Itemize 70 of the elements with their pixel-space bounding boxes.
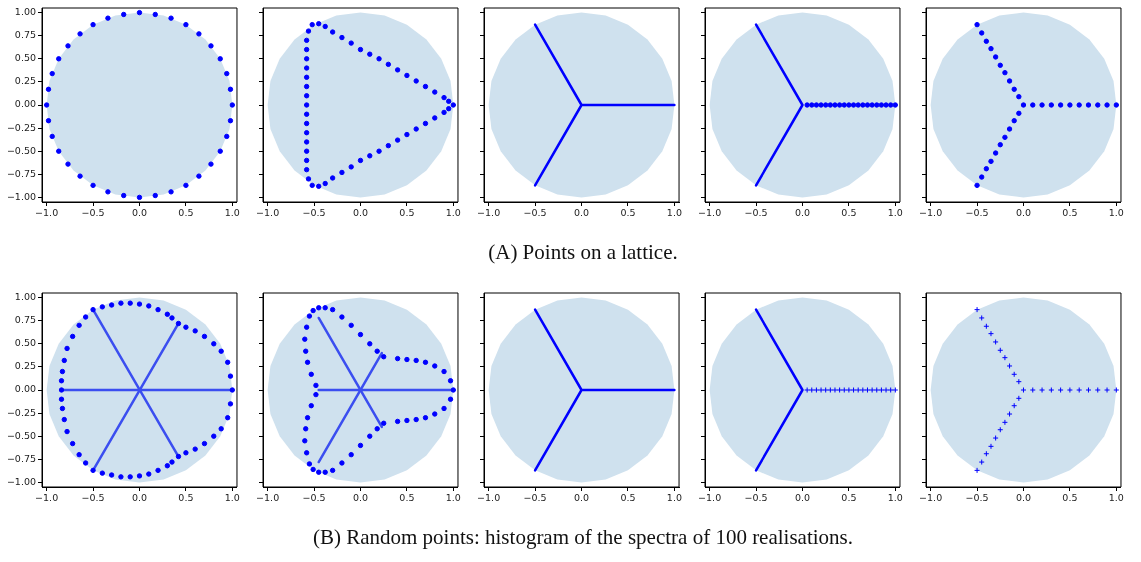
y-tick-label: −0.75 xyxy=(6,167,36,179)
x-tick-label: 1.0 xyxy=(666,207,682,219)
x-tick-label: 1.0 xyxy=(666,492,682,504)
x-tick-label: −0.5 xyxy=(523,492,547,504)
y-tick-label: 0.25 xyxy=(14,75,36,87)
x-tick-label: −0.5 xyxy=(302,492,326,504)
x-tick-label: −0.5 xyxy=(81,207,105,219)
y-tick-label: 1.00 xyxy=(14,6,36,18)
x-tick-label: −1.0 xyxy=(919,207,943,219)
x-tick-label: −1.0 xyxy=(256,207,280,219)
y-tick-label: 0.50 xyxy=(14,337,36,349)
x-tick-label: 1.0 xyxy=(1108,207,1124,219)
x-tick-label: 0.5 xyxy=(178,492,194,504)
x-tick-label: 1.0 xyxy=(224,207,240,219)
x-tick-label: 1.0 xyxy=(224,492,240,504)
x-tick-label: −1.0 xyxy=(477,492,501,504)
y-tick-label: −0.50 xyxy=(6,144,36,156)
x-tick-label: 1.0 xyxy=(1108,492,1124,504)
x-tick-label: 0.5 xyxy=(399,207,415,219)
x-tick-label: 0.5 xyxy=(620,492,636,504)
y-tick-label: 0.50 xyxy=(14,52,36,64)
x-tick-label: 0.0 xyxy=(131,492,148,504)
x-tick-label: −1.0 xyxy=(35,492,59,504)
y-tick-label: 0.75 xyxy=(14,29,36,41)
x-tick-label: 0.0 xyxy=(1015,492,1032,504)
text: (A) Points on a lattice. xyxy=(487,240,679,265)
x-tick-label: 0.0 xyxy=(573,492,590,504)
x-tick-label: −0.5 xyxy=(744,492,768,504)
x-tick-label: −1.0 xyxy=(477,207,501,219)
x-tick-label: −0.5 xyxy=(744,207,768,219)
x-tick-label: 0.0 xyxy=(794,492,811,504)
x-tick-label: −1.0 xyxy=(919,492,943,504)
y-tick-label: −0.25 xyxy=(6,121,36,133)
x-tick-label: 0.0 xyxy=(1015,207,1032,219)
x-tick-label: 0.0 xyxy=(794,207,811,219)
x-tick-label: 1.0 xyxy=(445,207,461,219)
x-tick-label: −0.5 xyxy=(523,207,547,219)
x-tick-label: 1.0 xyxy=(887,492,903,504)
x-tick-label: 0.0 xyxy=(352,207,369,219)
y-tick-label: 0.00 xyxy=(14,98,36,110)
y-tick-label: 0.75 xyxy=(14,314,36,326)
y-tick-label: −1.00 xyxy=(6,190,36,202)
x-tick-label: −1.0 xyxy=(256,492,280,504)
x-tick-label: 0.5 xyxy=(1062,492,1078,504)
x-tick-label: 0.5 xyxy=(841,492,857,504)
x-tick-label: −1.0 xyxy=(698,492,722,504)
x-tick-label: 0.5 xyxy=(1062,207,1078,219)
x-tick-label: −0.5 xyxy=(965,207,989,219)
y-tick-label: −0.25 xyxy=(6,406,36,418)
x-tick-label: −1.0 xyxy=(35,207,59,219)
y-tick-label: 1.00 xyxy=(14,291,36,303)
x-tick-label: 0.5 xyxy=(399,492,415,504)
x-tick-label: −0.5 xyxy=(965,492,989,504)
text: (B) Random points: histogram of the spectra of 100 realisations. xyxy=(311,525,855,550)
x-tick-label: 0.0 xyxy=(352,492,369,504)
x-tick-label: 1.0 xyxy=(887,207,903,219)
x-tick-label: 0.0 xyxy=(131,207,148,219)
y-tick-label: 0.25 xyxy=(14,360,36,372)
x-tick-label: 0.5 xyxy=(620,207,636,219)
y-tick-label: −0.75 xyxy=(6,452,36,464)
y-tick-label: −0.50 xyxy=(6,429,36,441)
x-tick-label: 1.0 xyxy=(445,492,461,504)
x-tick-label: 0.5 xyxy=(841,207,857,219)
y-tick-label: −1.00 xyxy=(6,475,36,487)
x-tick-label: 0.0 xyxy=(573,207,590,219)
x-tick-label: −0.5 xyxy=(302,207,326,219)
y-tick-label: 0.00 xyxy=(14,383,36,395)
x-tick-label: −1.0 xyxy=(698,207,722,219)
x-tick-label: 0.5 xyxy=(178,207,194,219)
x-tick-label: −0.5 xyxy=(81,492,105,504)
